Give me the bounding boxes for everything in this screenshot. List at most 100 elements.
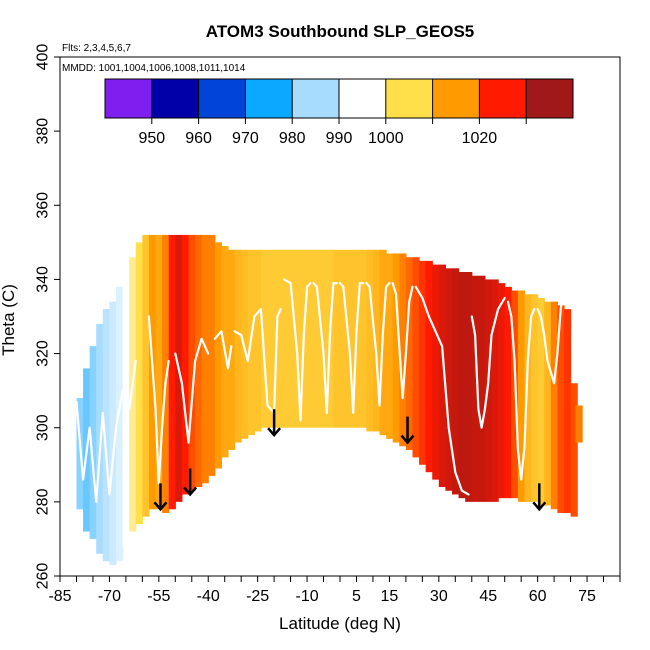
heatmap-cell-17 bbox=[188, 234, 196, 491]
heatmap-cell-61 bbox=[478, 275, 486, 502]
theta-trace-6 bbox=[312, 282, 338, 414]
colorbar-swatch-1 bbox=[151, 79, 199, 118]
heatmap-cell-72 bbox=[550, 301, 559, 510]
theta-trace-9 bbox=[391, 282, 414, 400]
heatmap-cell-7 bbox=[122, 272, 130, 547]
heatmap-cell-8 bbox=[129, 257, 137, 532]
colorbar-label-2: 970 bbox=[232, 130, 259, 147]
x-tick-label-4: -25 bbox=[246, 588, 269, 605]
heatmap-cell-55 bbox=[438, 264, 447, 488]
colorbar-swatch-7 bbox=[432, 79, 480, 118]
colorbar-label-1: 960 bbox=[185, 130, 212, 147]
y-tick-label-3: 320 bbox=[35, 340, 52, 367]
heatmap-cell-69 bbox=[531, 294, 539, 502]
colorbar-swatch-0 bbox=[105, 79, 153, 118]
heatmap-cell-54 bbox=[432, 264, 440, 480]
theta-trace-8 bbox=[365, 282, 391, 407]
x-tick-label-6: 5 bbox=[352, 588, 361, 605]
y-tick-label-4: 340 bbox=[35, 266, 52, 293]
heatmap-cell-33 bbox=[293, 249, 302, 428]
colorbar-swatch-5 bbox=[339, 79, 387, 118]
heatmap-cell-53 bbox=[425, 260, 433, 473]
theta-trace-4 bbox=[233, 308, 282, 414]
heatmap-cell-29 bbox=[267, 249, 275, 428]
heatmap-cell-50 bbox=[405, 257, 414, 450]
arrow-head-4 bbox=[532, 501, 547, 512]
colorbar-label-6: 1020 bbox=[462, 130, 498, 147]
heatmap-cell-6 bbox=[116, 286, 124, 562]
heatmap-cell-71 bbox=[544, 301, 552, 506]
heatmap-cell-57 bbox=[452, 268, 460, 495]
heatmap-cell-70 bbox=[537, 297, 545, 506]
y-axis-label: Theta (C) bbox=[0, 284, 18, 356]
colorbar-label-0: 950 bbox=[138, 130, 165, 147]
theta-trace-5 bbox=[282, 278, 312, 422]
heatmap-cell-60 bbox=[471, 275, 479, 502]
arrow-0 bbox=[153, 483, 168, 512]
theta-trace-13 bbox=[536, 285, 569, 385]
theta-trace-11 bbox=[470, 296, 506, 429]
heatmap-cell-41 bbox=[346, 249, 354, 428]
heatmap-cell-10 bbox=[142, 234, 150, 517]
chart-title: ATOM3 Southbound SLP_GEOS5 bbox=[206, 22, 475, 41]
colorbar-swatch-2 bbox=[198, 79, 246, 118]
y-tick-label-2: 300 bbox=[35, 414, 52, 441]
heatmap-cell-56 bbox=[445, 268, 453, 491]
x-tick-label-0: -85 bbox=[48, 588, 71, 605]
colorbar-label-5: 1000 bbox=[368, 130, 404, 147]
heatmap-cell-20 bbox=[208, 234, 216, 476]
heatmap-cell-51 bbox=[412, 257, 420, 458]
theta-trace-10 bbox=[414, 285, 470, 496]
heatmap-cell-40 bbox=[340, 249, 348, 428]
theta-trace-0 bbox=[75, 359, 137, 503]
heatmap-cell-36 bbox=[313, 249, 321, 428]
x-tick-label-8: 30 bbox=[430, 588, 448, 605]
theta-trace-2 bbox=[174, 337, 210, 444]
arrow-head-2 bbox=[267, 427, 282, 438]
slp-heatmap bbox=[76, 234, 583, 565]
y-tick-label-5: 360 bbox=[35, 192, 52, 219]
heatmap-cell-12 bbox=[155, 234, 163, 510]
heatmap-cell-43 bbox=[359, 249, 367, 428]
heatmap-cell-47 bbox=[386, 253, 394, 439]
heatmap-cell-44 bbox=[366, 249, 374, 432]
heatmap-cell-39 bbox=[333, 249, 341, 428]
heatmap-cell-64 bbox=[498, 283, 506, 499]
heatmap-cell-48 bbox=[392, 253, 400, 443]
heatmap-cell-68 bbox=[524, 294, 532, 502]
heatmap-cell-18 bbox=[195, 234, 203, 488]
heatmap-cell-65 bbox=[504, 286, 512, 499]
x-tick-label-7: 15 bbox=[381, 588, 399, 605]
x-tick-label-3: -40 bbox=[197, 588, 220, 605]
heatmap-cell-73 bbox=[557, 305, 565, 513]
heatmap-cell-31 bbox=[280, 249, 288, 428]
heatmap-cell-63 bbox=[491, 279, 499, 502]
heatmap-cell-2 bbox=[89, 346, 97, 539]
heatmap-cell-9 bbox=[135, 242, 143, 525]
heatmap-cell-5 bbox=[109, 301, 117, 565]
heatmap-cell-27 bbox=[254, 249, 262, 432]
x-tick-label-1: -70 bbox=[98, 588, 121, 605]
heatmap-cell-45 bbox=[372, 249, 381, 432]
colorbar-swatch-9 bbox=[526, 79, 574, 118]
theta-trace-3 bbox=[213, 330, 233, 370]
arrows bbox=[153, 409, 547, 512]
arrow-1 bbox=[183, 468, 198, 497]
heatmap-cell-25 bbox=[241, 249, 249, 439]
arrow-head-0 bbox=[153, 501, 168, 512]
colorbar-swatch-4 bbox=[292, 79, 340, 118]
heatmap-cell-49 bbox=[399, 253, 407, 447]
heatmap-cell-74 bbox=[564, 309, 572, 513]
y-tick-label-0: 260 bbox=[35, 563, 52, 590]
heatmap-cell-28 bbox=[260, 249, 269, 428]
heatmap-cell-52 bbox=[419, 260, 427, 465]
colorbar-swatch-3 bbox=[245, 79, 293, 118]
heatmap-cell-58 bbox=[458, 272, 466, 499]
heatmap-cell-76 bbox=[575, 405, 583, 443]
colorbar-swatch-8 bbox=[479, 79, 527, 118]
y-tick-label-7: 400 bbox=[35, 44, 52, 71]
theta-trace-7 bbox=[338, 282, 365, 414]
heatmap-cell-19 bbox=[201, 234, 209, 484]
heatmap-cell-24 bbox=[234, 249, 242, 443]
